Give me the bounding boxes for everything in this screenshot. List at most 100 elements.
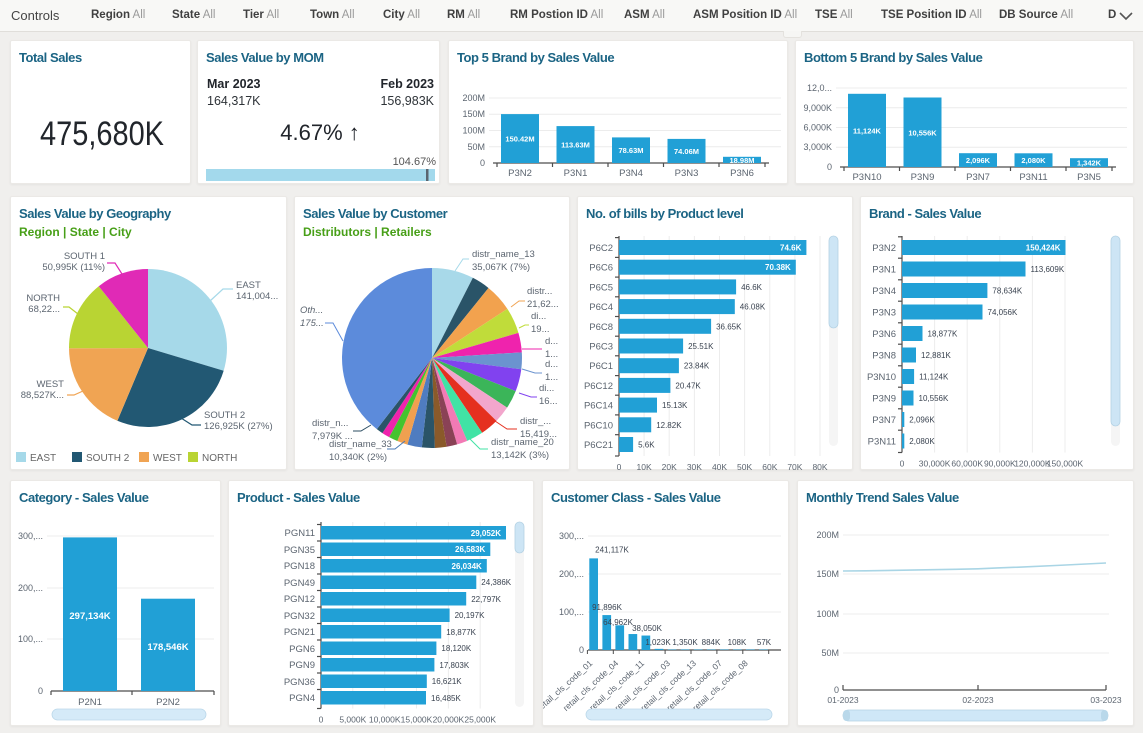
- svg-text:P6C6: P6C6: [589, 263, 613, 274]
- svg-text:WEST: WEST: [153, 453, 182, 464]
- svg-text:150,000K: 150,000K: [1047, 459, 1084, 469]
- svg-text:38,050K: 38,050K: [632, 624, 662, 633]
- svg-text:884K: 884K: [702, 638, 721, 647]
- svg-text:02-2023: 02-2023: [962, 695, 993, 705]
- svg-text:24,386K: 24,386K: [481, 578, 511, 587]
- svg-text:P3N6: P3N6: [872, 329, 896, 340]
- svg-text:50K: 50K: [737, 462, 752, 471]
- svg-text:178,546K: 178,546K: [147, 642, 188, 653]
- svg-text:WEST: WEST: [37, 379, 65, 390]
- svg-text:10K: 10K: [637, 462, 652, 471]
- svg-text:P6C21: P6C21: [584, 440, 613, 451]
- svg-text:1,023K: 1,023K: [645, 638, 671, 647]
- svg-text:PGN49: PGN49: [284, 578, 315, 589]
- svg-text:5.6K: 5.6K: [638, 441, 655, 450]
- svg-text:5,000K: 5,000K: [339, 715, 366, 725]
- svg-text:P3N4: P3N4: [619, 168, 643, 179]
- svg-text:100,...: 100,...: [18, 634, 43, 644]
- svg-text:distr_...: distr_...: [520, 416, 551, 427]
- svg-text:1...: 1...: [545, 372, 558, 383]
- svg-text:16,621K: 16,621K: [432, 677, 462, 686]
- svg-text:18.98M: 18.98M: [729, 156, 754, 165]
- svg-text:1,350K: 1,350K: [672, 638, 698, 647]
- svg-text:25,000K: 25,000K: [464, 715, 496, 725]
- svg-text:P6C2: P6C2: [589, 243, 613, 254]
- svg-text:P6C4: P6C4: [589, 302, 613, 313]
- svg-text:EAST: EAST: [236, 280, 261, 291]
- svg-text:9,000K: 9,000K: [803, 103, 832, 113]
- svg-text:104.67%: 104.67%: [393, 156, 437, 168]
- svg-text:2,096K: 2,096K: [909, 416, 935, 425]
- svg-text:NORTH: NORTH: [202, 453, 237, 464]
- svg-text:241,117K: 241,117K: [595, 546, 629, 555]
- svg-text:164,317K: 164,317K: [207, 94, 261, 108]
- svg-text:78.63M: 78.63M: [618, 146, 643, 155]
- svg-text:0: 0: [834, 685, 839, 695]
- svg-text:P2N1: P2N1: [78, 697, 102, 708]
- svg-text:74,056K: 74,056K: [988, 308, 1018, 317]
- svg-text:PGN21: PGN21: [284, 627, 315, 638]
- svg-text:P3N2: P3N2: [508, 168, 532, 179]
- svg-text:PGN12: PGN12: [284, 594, 315, 605]
- svg-text:100M: 100M: [462, 126, 485, 136]
- svg-text:60,000K: 60,000K: [951, 459, 983, 469]
- svg-text:17,803K: 17,803K: [439, 661, 469, 670]
- svg-text:SOUTH 2: SOUTH 2: [204, 410, 245, 421]
- svg-text:distr...: distr...: [527, 286, 552, 297]
- svg-text:68,22...: 68,22...: [28, 304, 60, 315]
- svg-text:12.82K: 12.82K: [656, 421, 682, 430]
- svg-text:0: 0: [827, 162, 832, 172]
- svg-text:Oth...: Oth...: [300, 305, 323, 316]
- svg-text:88,527K...: 88,527K...: [21, 390, 64, 401]
- svg-text:NORTH: NORTH: [26, 293, 60, 304]
- svg-text:P3N4: P3N4: [872, 286, 896, 297]
- svg-text:156,983K: 156,983K: [380, 94, 434, 108]
- svg-text:113,609K: 113,609K: [1031, 265, 1065, 274]
- svg-text:Mar 2023: Mar 2023: [207, 77, 261, 91]
- svg-text:200M: 200M: [816, 530, 839, 540]
- svg-text:46.08K: 46.08K: [740, 303, 766, 312]
- svg-text:11,124K: 11,124K: [919, 373, 949, 382]
- svg-text:2,080K: 2,080K: [909, 437, 935, 446]
- svg-text:70K: 70K: [787, 462, 802, 471]
- svg-text:20,197K: 20,197K: [455, 611, 485, 620]
- svg-text:01-2023: 01-2023: [827, 695, 858, 705]
- svg-text:20,000K: 20,000K: [433, 715, 465, 725]
- svg-text:300,...: 300,...: [559, 531, 584, 541]
- svg-text:P3N3: P3N3: [872, 308, 896, 319]
- svg-text:16,485K: 16,485K: [431, 694, 461, 703]
- svg-text:100,...: 100,...: [559, 607, 584, 617]
- svg-text:di...: di...: [539, 383, 554, 394]
- svg-text:175...: 175...: [300, 318, 324, 329]
- svg-text:10,556K: 10,556K: [919, 394, 949, 403]
- svg-text:10,000K: 10,000K: [369, 715, 401, 725]
- svg-text:P6C5: P6C5: [589, 282, 613, 293]
- svg-text:10,340K (2%): 10,340K (2%): [329, 452, 387, 463]
- svg-text:P3N9: P3N9: [911, 172, 935, 183]
- svg-text:distr_name_13: distr_name_13: [472, 249, 535, 260]
- svg-text:40K: 40K: [712, 462, 727, 471]
- svg-text:141,004...: 141,004...: [236, 291, 278, 302]
- svg-text:30,000K: 30,000K: [919, 459, 951, 469]
- svg-text:SOUTH 1: SOUTH 1: [64, 251, 105, 262]
- svg-text:03-2023: 03-2023: [1090, 695, 1121, 705]
- svg-text:22,797K: 22,797K: [471, 595, 501, 604]
- svg-text:PGN18: PGN18: [284, 561, 315, 572]
- svg-text:200M: 200M: [462, 93, 485, 103]
- svg-text:300,...: 300,...: [18, 531, 43, 541]
- svg-text:P6C1: P6C1: [589, 361, 613, 372]
- svg-text:P3N11: P3N11: [1019, 172, 1047, 183]
- svg-text:91,896K: 91,896K: [592, 603, 622, 612]
- svg-text:4.67% ↑: 4.67% ↑: [280, 120, 360, 145]
- svg-text:0: 0: [38, 686, 43, 696]
- svg-text:150M: 150M: [816, 569, 839, 579]
- svg-text:15,419...: 15,419...: [520, 429, 557, 440]
- svg-text:Feb 2023: Feb 2023: [380, 77, 434, 91]
- svg-text:P3N11: P3N11: [868, 437, 896, 448]
- svg-text:15,000K: 15,000K: [401, 715, 433, 725]
- svg-text:P3N7: P3N7: [872, 415, 896, 426]
- svg-text:80K: 80K: [812, 462, 827, 471]
- svg-text:12,0...: 12,0...: [807, 83, 832, 93]
- svg-text:30K: 30K: [687, 462, 702, 471]
- svg-text:0: 0: [617, 462, 622, 471]
